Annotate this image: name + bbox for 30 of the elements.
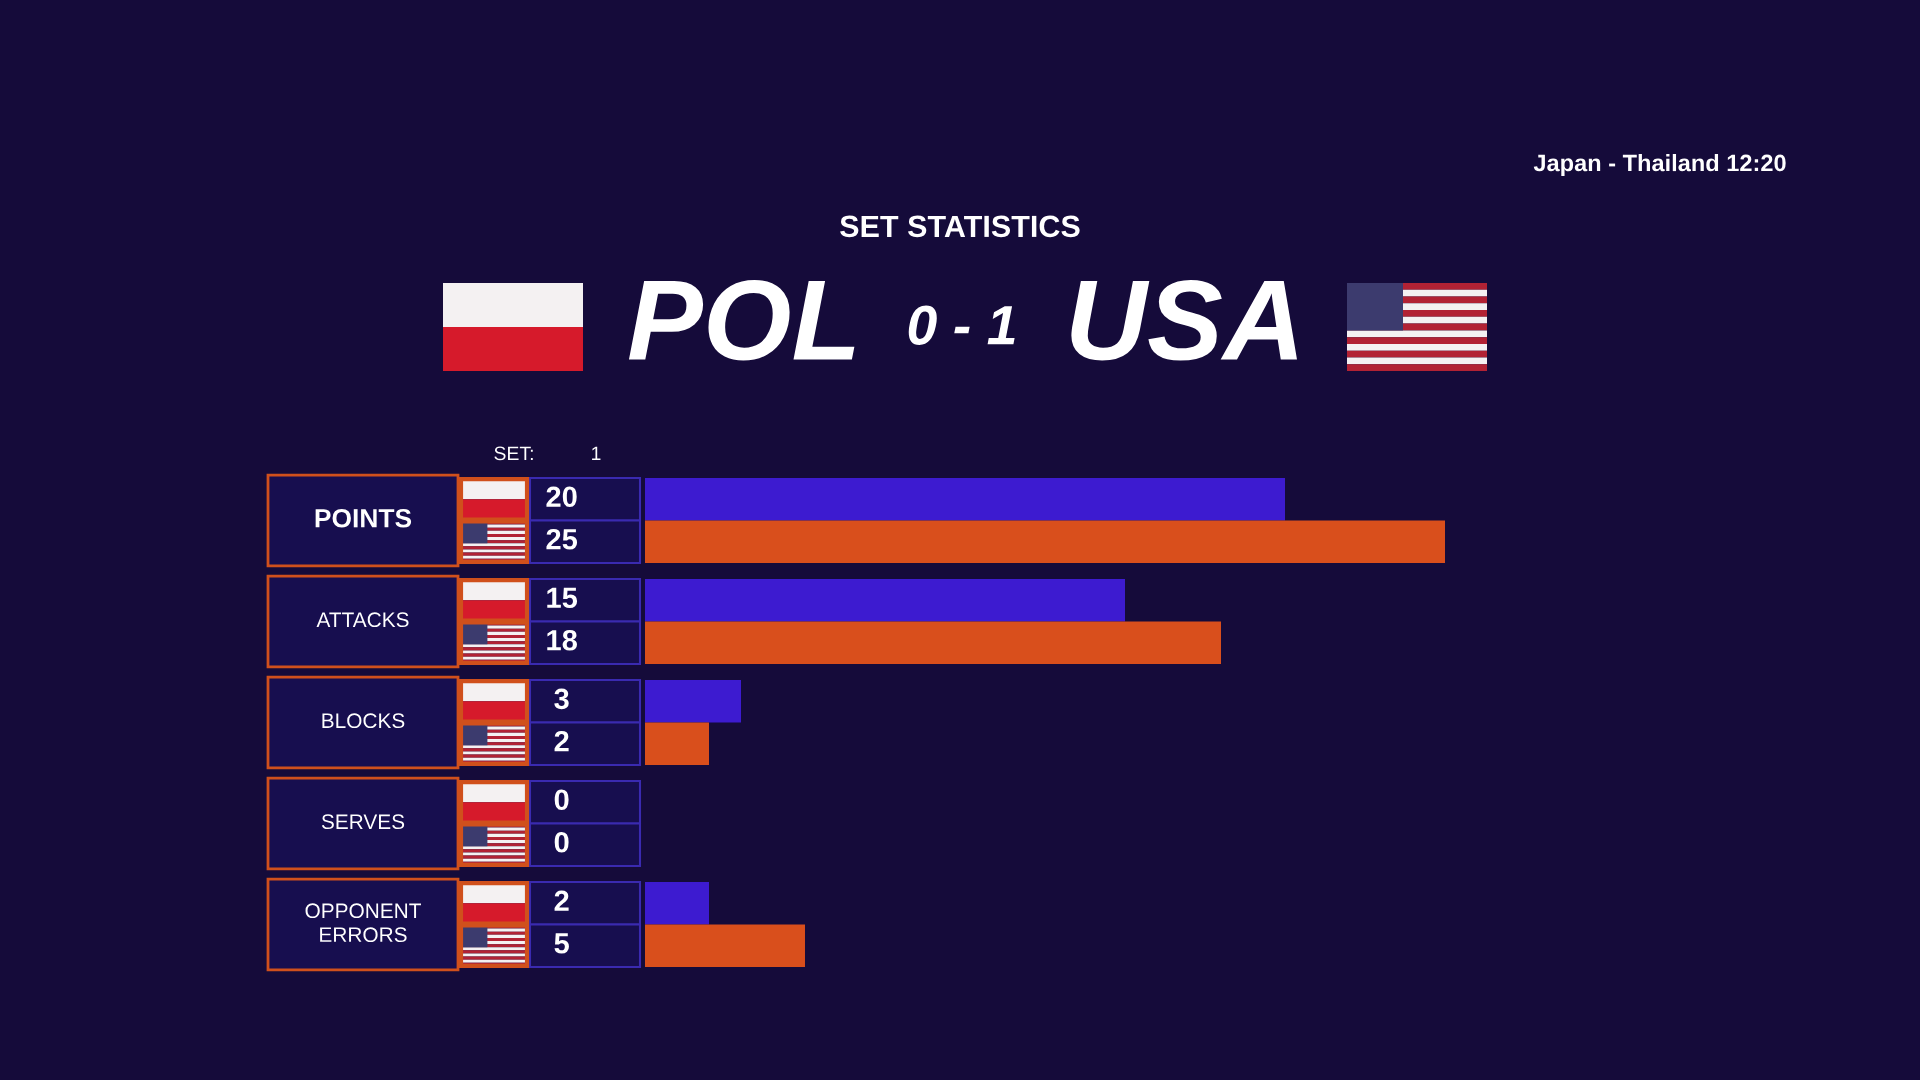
data-label: 25 (546, 528, 578, 550)
y-tick-label: OPPONENT ERRORS (305, 903, 421, 943)
data-label: 20 (546, 486, 577, 508)
text: 1 (592, 446, 601, 461)
text: POL (628, 279, 855, 361)
y-tick-label: POINTS (315, 508, 412, 528)
bar (645, 520, 1445, 563)
bar (645, 680, 741, 723)
text: Japan - Thailand 12:20 (1533, 154, 1786, 177)
text: USA (1071, 279, 1297, 361)
bar (645, 478, 1285, 521)
bar (645, 579, 1125, 622)
data-label: 15 (547, 587, 578, 609)
data-label: 2 (554, 730, 569, 752)
data-label: 0 (554, 831, 569, 853)
y-tick-label: BLOCKS (322, 713, 405, 729)
bar (645, 882, 709, 925)
data-label: 0 (554, 789, 569, 811)
bar (645, 722, 709, 765)
y-tick-label: SERVES (321, 814, 405, 830)
chart-title: SET STATISTICS (840, 215, 1080, 238)
text: SET: (494, 446, 533, 461)
data-label: 18 (547, 629, 577, 651)
bar (645, 621, 1221, 664)
text: 0 - 1 (908, 305, 1015, 345)
data-label: 5 (554, 933, 569, 954)
y-tick-label: ATTACKS (316, 612, 409, 628)
data-label: 2 (554, 890, 569, 911)
data-label: 3 (554, 688, 569, 710)
bar (645, 924, 805, 967)
